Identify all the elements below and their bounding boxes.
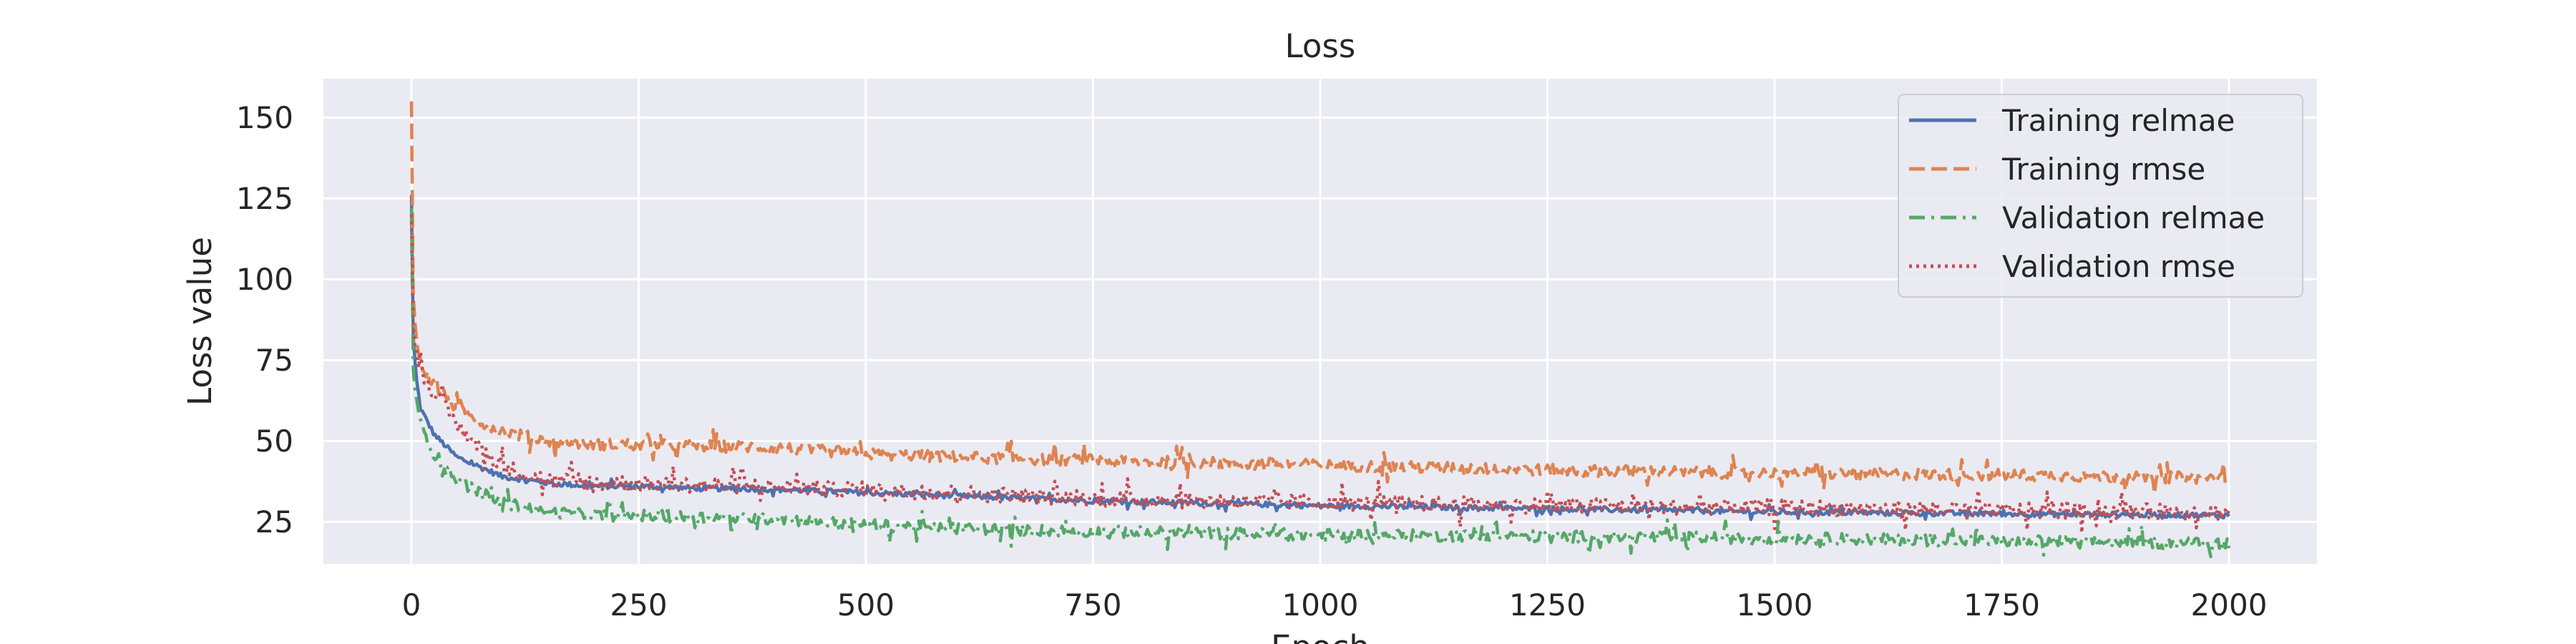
y-tick-label: 50 — [255, 424, 293, 459]
y-axis-label: Loss value — [181, 237, 219, 406]
series-line — [409, 214, 2231, 535]
series-lines — [409, 101, 2231, 559]
x-tick-label: 1750 — [1963, 587, 2040, 623]
y-tick-label: 75 — [255, 343, 293, 378]
series-line — [409, 208, 2231, 559]
x-tick-label: 1000 — [1282, 587, 1359, 623]
x-tick-label: 1500 — [1737, 587, 1813, 623]
x-tick-label: 750 — [1064, 587, 1121, 623]
x-tick-label: 500 — [837, 587, 894, 623]
x-tick-label: 2000 — [2191, 587, 2268, 623]
legend-box — [1898, 94, 2303, 298]
x-tick-label: 1250 — [1509, 587, 1586, 623]
y-tick-label: 25 — [255, 504, 293, 540]
y-tick-labels: 25 50 75 100 125 150 — [236, 100, 293, 540]
x-tick-label: 250 — [610, 587, 667, 623]
x-tick-labels: 0 250 500 750 1000 1250 1500 1750 2000 — [402, 587, 2268, 623]
legend-label: Validation relmae — [2002, 200, 2265, 235]
y-tick-label: 125 — [236, 181, 293, 216]
y-tick-label: 100 — [236, 262, 293, 297]
legend-label: Training relmae — [2001, 103, 2235, 138]
y-tick-label: 150 — [236, 100, 293, 135]
series-line — [409, 101, 2230, 496]
legend-label: Validation rmse — [2002, 249, 2235, 284]
x-axis-label: Epoch — [1271, 628, 1370, 644]
chart-title: Loss — [1285, 27, 1356, 65]
legend: Training relmae Training rmse Validation r… — [1898, 94, 2303, 298]
x-tick-label: 0 — [402, 587, 421, 623]
legend-label: Training rmse — [2001, 152, 2205, 187]
